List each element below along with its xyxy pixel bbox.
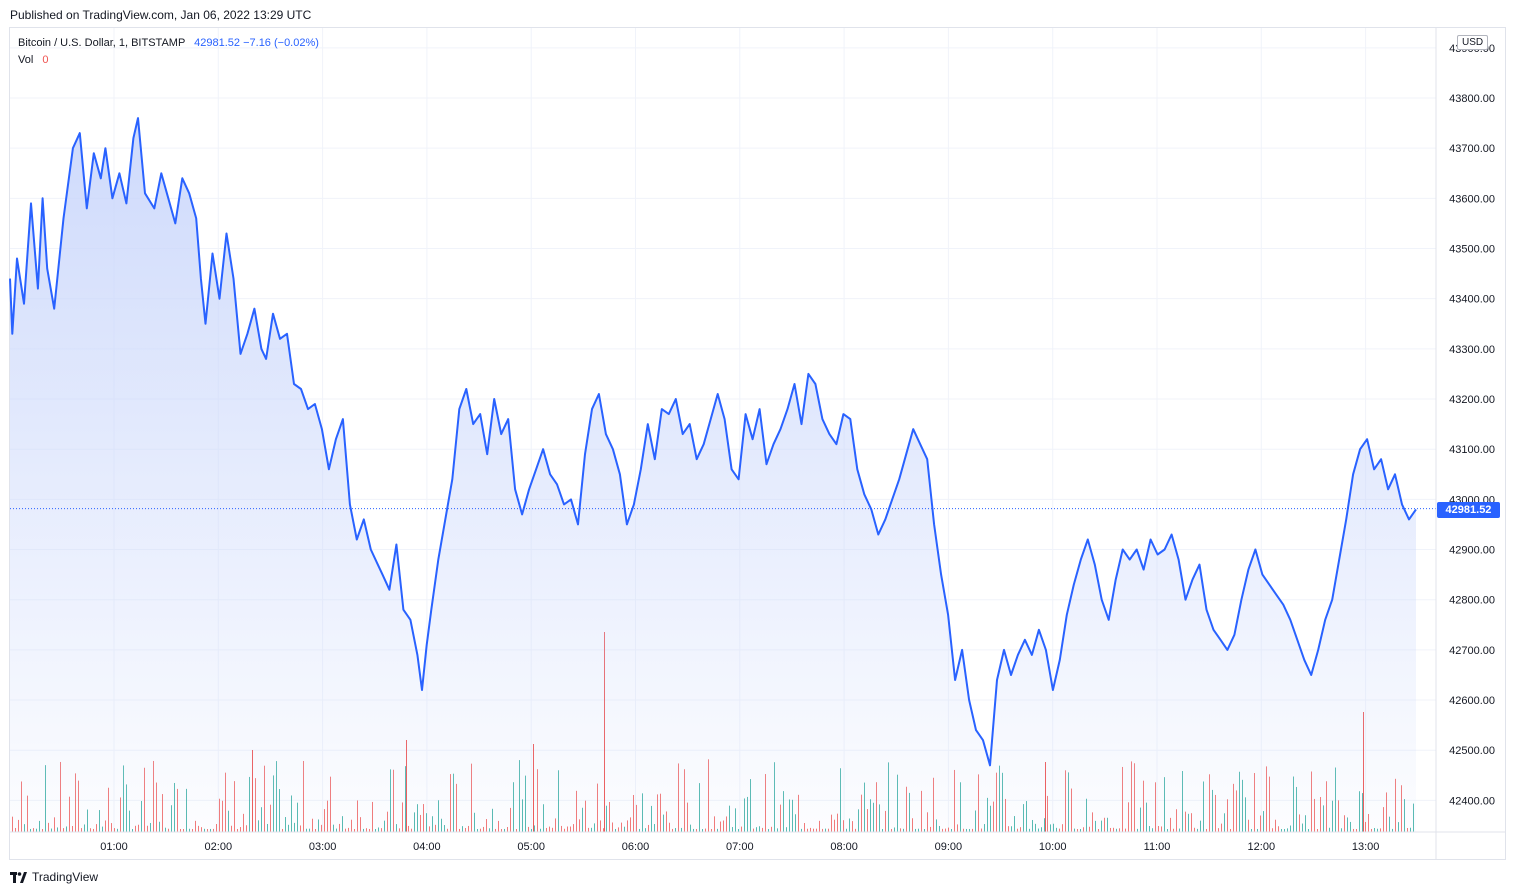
y-tick-label: 43700.00 — [1449, 143, 1495, 155]
brand-label: TradingView — [32, 870, 99, 884]
legend-symbol: Bitcoin / U.S. Dollar, 1, BITSTAMP — [18, 37, 186, 49]
y-tick-label: 43600.00 — [1449, 193, 1495, 205]
price-line — [9, 117, 1417, 767]
x-tick-label: 04:00 — [413, 841, 441, 853]
currency-badge[interactable]: USD — [1457, 35, 1489, 50]
y-tick-label: 43100.00 — [1449, 444, 1495, 456]
y-tick-label: 42700.00 — [1449, 645, 1495, 657]
y-tick-label: 42600.00 — [1449, 695, 1495, 707]
x-tick-label: 06:00 — [622, 841, 650, 853]
chart-legend: Bitcoin / U.S. Dollar, 1, BITSTAMP 42981… — [18, 35, 319, 69]
y-tick-label: 43300.00 — [1449, 344, 1495, 356]
x-tick-label: 07:00 — [726, 841, 754, 853]
legend-vol-label: Vol — [18, 54, 34, 66]
y-tick-label: 43500.00 — [1449, 244, 1495, 256]
legend-values: 42981.52 −7.16 (−0.02%) — [194, 37, 319, 49]
x-tick-label: 02:00 — [205, 841, 233, 853]
y-tick-label: 42900.00 — [1449, 545, 1495, 557]
x-tick-label: 12:00 — [1248, 841, 1276, 853]
y-tick-label: 42400.00 — [1449, 795, 1495, 807]
tradingview-brand[interactable]: TradingView — [10, 870, 98, 884]
x-tick-label: 01:00 — [100, 841, 128, 853]
last-price-tag: 42981.52 — [1437, 502, 1500, 518]
x-tick-label: 13:00 — [1352, 841, 1380, 853]
x-tick-label: 08:00 — [830, 841, 858, 853]
x-tick-label: 05:00 — [517, 841, 545, 853]
x-tick-label: 03:00 — [309, 841, 337, 853]
y-tick-label: 43400.00 — [1449, 294, 1495, 306]
y-tick-label: 42500.00 — [1449, 745, 1495, 757]
y-tick-label: 43200.00 — [1449, 394, 1495, 406]
x-tick-label: 10:00 — [1039, 841, 1067, 853]
x-tick-label: 11:00 — [1144, 841, 1171, 853]
legend-vol-value: 0 — [42, 54, 49, 66]
price-area — [10, 118, 1416, 833]
y-tick-label: 43800.00 — [1449, 93, 1495, 105]
tradingview-logo-icon — [10, 871, 27, 883]
chart-frame — [9, 27, 1506, 860]
y-tick-label: 42800.00 — [1449, 595, 1495, 607]
x-tick-label: 09:00 — [935, 841, 963, 853]
published-caption: Published on TradingView.com, Jan 06, 20… — [10, 8, 312, 22]
